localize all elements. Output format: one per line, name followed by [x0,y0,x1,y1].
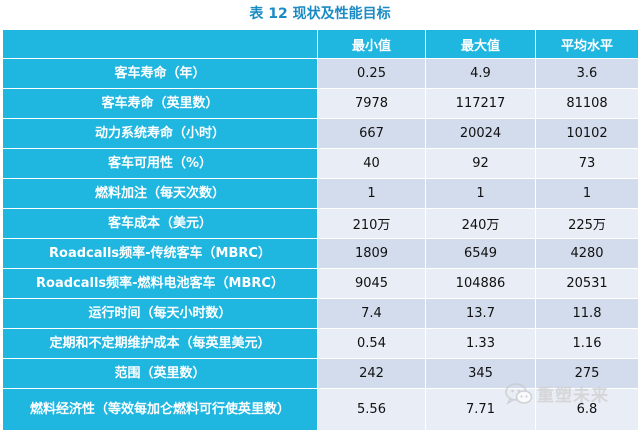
table-row: 客车成本（美元） 210万 240万 225万 [2,208,639,239]
cell-min: 667 [317,118,426,149]
cell-max: 92 [425,148,536,179]
cell-avg: 275 [535,358,639,389]
cell-min: 242 [317,358,426,389]
table-row: 客车寿命（年） 0.25 4.9 3.6 [2,58,639,89]
table-row: 运行时间（每天小时数） 7.4 13.7 11.8 [2,298,639,329]
cell-avg: 20531 [535,268,639,299]
row-label: 客车成本（美元） [2,208,318,239]
row-label: 运行时间（每天小时数） [2,298,318,329]
cell-avg: 6.8 [535,388,639,431]
cell-max: 4.9 [425,58,536,89]
table-row: 客车可用性（%） 40 92 73 [2,148,639,179]
row-label: 客车寿命（英里数） [2,88,318,119]
row-label: 范围（英里数） [2,358,318,389]
table-row: 定期和不定期维护成本（每英里美元） 0.54 1.33 1.16 [2,328,639,359]
row-label: 定期和不定期维护成本（每英里美元） [2,328,318,359]
cell-min: 210万 [317,208,426,239]
header-corner [2,29,318,59]
table-row: Roadcalls频率-燃料电池客车（MBRC） 9045 104886 205… [2,268,639,299]
header-min: 最小值 [317,29,426,59]
table-header-row: 最小值 最大值 平均水平 [2,29,639,59]
cell-max: 117217 [425,88,536,119]
cell-max: 1 [425,178,536,209]
row-label: Roadcalls频率-传统客车（MBRC） [2,238,318,269]
cell-min: 7.4 [317,298,426,329]
cell-min: 40 [317,148,426,179]
row-label: 燃料经济性（等效每加仑燃料可行使英里数） [2,388,318,431]
wechat-icon [505,382,533,405]
row-label: 燃料加注（每天次数） [2,178,318,209]
cell-avg: 73 [535,148,639,179]
cell-min: 0.25 [317,58,426,89]
cell-avg: 11.8 [535,298,639,329]
cell-avg: 10102 [535,118,639,149]
cell-min: 1 [317,178,426,209]
cell-max: 240万 [425,208,536,239]
row-label: Roadcalls频率-燃料电池客车（MBRC） [2,268,318,299]
cell-max: 6549 [425,238,536,269]
table-row: 动力系统寿命（小时） 667 20024 10102 [2,118,639,149]
cell-avg: 225万 [535,208,639,239]
cell-min: 5.56 [317,388,426,431]
table-caption: 表 12 现状及性能目标 [249,6,391,22]
cell-avg: 1.16 [535,328,639,359]
cell-max: 104886 [425,268,536,299]
table-row: 燃料经济性（等效每加仑燃料可行使英里数） 5.56 7.71 6.8 [2,388,639,431]
performance-table: 最小值 最大值 平均水平 客车寿命（年） 0.25 4.9 3.6 客车寿命（英… [2,29,639,431]
table-row: Roadcalls频率-传统客车（MBRC） 1809 6549 4280 [2,238,639,269]
watermark-text: 重塑未来 [537,386,609,406]
watermark: 重塑未来 [505,381,609,406]
cell-max: 20024 [425,118,536,149]
table-row: 范围（英里数） 242 345 275 [2,358,639,389]
cell-min: 1809 [317,238,426,269]
cell-avg: 81108 [535,88,639,119]
row-label: 客车可用性（%） [2,148,318,179]
cell-max: 1.33 [425,328,536,359]
cell-min: 7978 [317,88,426,119]
cell-max: 13.7 [425,298,536,329]
table-row: 客车寿命（英里数） 7978 117217 81108 [2,88,639,119]
cell-avg: 1 [535,178,639,209]
header-avg: 平均水平 [535,29,639,59]
header-max: 最大值 [425,29,536,59]
cell-avg: 4280 [535,238,639,269]
table-row: 燃料加注（每天次数） 1 1 1 [2,178,639,209]
cell-avg: 3.6 [535,58,639,89]
row-label: 客车寿命（年） [2,58,318,89]
row-label: 动力系统寿命（小时） [2,118,318,149]
cell-min: 0.54 [317,328,426,359]
cell-min: 9045 [317,268,426,299]
